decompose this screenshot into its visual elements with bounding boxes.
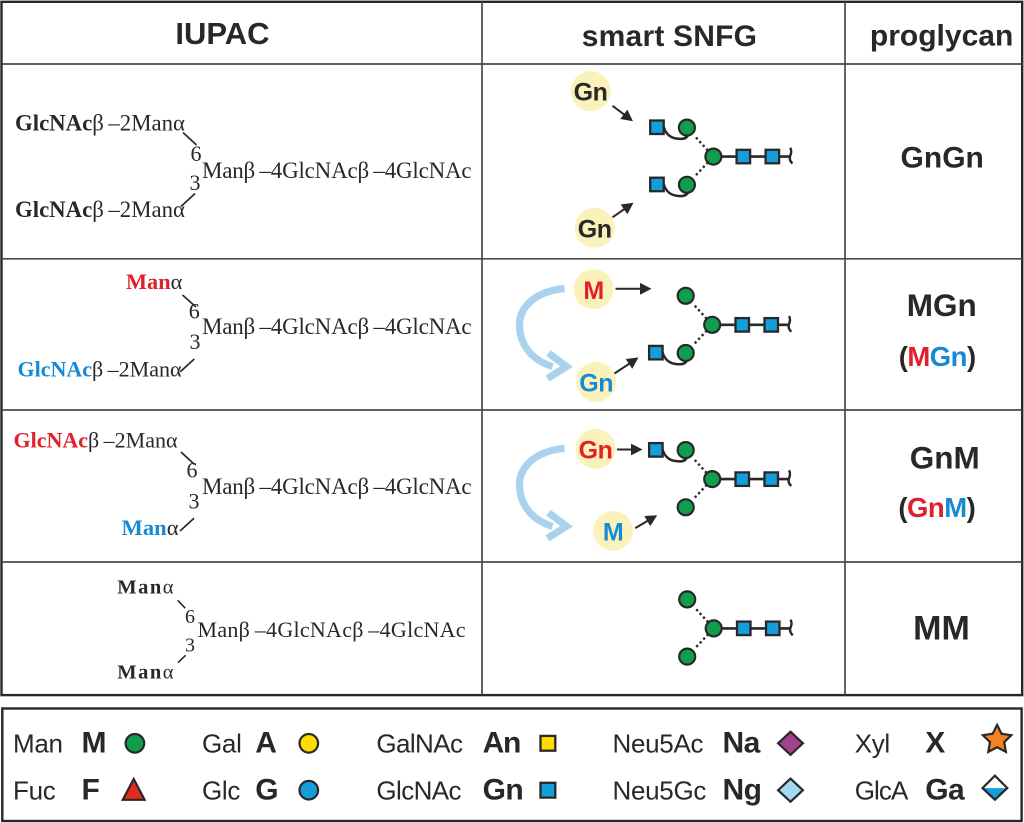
svg-text:smart SNFG: smart SNFG bbox=[582, 20, 757, 53]
svg-text:Manβ –4GlcNAcβ –4GlcNAc: Manβ –4GlcNAcβ –4GlcNAc bbox=[202, 314, 471, 339]
svg-text:Manα: Manα bbox=[122, 515, 179, 540]
svg-text:GlcNAcβ –2Manα: GlcNAcβ –2Manα bbox=[18, 357, 182, 382]
svg-text:Neu5Gc: Neu5Gc bbox=[613, 776, 707, 806]
svg-text:A: A bbox=[255, 727, 277, 760]
svg-text:X: X bbox=[925, 727, 945, 760]
svg-text:Gn: Gn bbox=[574, 79, 608, 107]
svg-text:M: M bbox=[82, 727, 107, 760]
svg-text:Ng: Ng bbox=[723, 774, 762, 807]
svg-text:Manβ –4GlcNAcβ –4GlcNAc: Manβ –4GlcNAcβ –4GlcNAc bbox=[202, 158, 471, 183]
svg-text:3: 3 bbox=[185, 635, 195, 657]
svg-text:Gn: Gn bbox=[483, 774, 524, 807]
svg-text:GlcNAc: GlcNAc bbox=[376, 776, 461, 806]
svg-text:IUPAC: IUPAC bbox=[175, 16, 269, 51]
svg-text:Ga: Ga bbox=[925, 774, 965, 807]
svg-text:GlcA: GlcA bbox=[855, 776, 909, 806]
svg-text:Manβ –4GlcNAcβ –4GlcNAc: Manβ –4GlcNAcβ –4GlcNAc bbox=[198, 617, 466, 642]
svg-text:Gn: Gn bbox=[579, 436, 613, 464]
svg-text:Neu5Ac: Neu5Ac bbox=[613, 729, 704, 759]
svg-text:6: 6 bbox=[189, 299, 200, 324]
svg-text:Glc: Glc bbox=[202, 776, 240, 806]
svg-text:GnGn: GnGn bbox=[901, 141, 984, 174]
svg-text:Gn: Gn bbox=[579, 370, 613, 398]
svg-text:GlcNAcβ –2Manα: GlcNAcβ –2Manα bbox=[15, 110, 185, 135]
svg-text:G: G bbox=[255, 774, 278, 807]
svg-text:MGn: MGn bbox=[907, 287, 977, 323]
svg-text:Manα: Manα bbox=[117, 662, 175, 684]
svg-text:Na: Na bbox=[723, 727, 761, 760]
svg-text:proglycan: proglycan bbox=[870, 20, 1013, 53]
svg-text:M: M bbox=[583, 277, 603, 305]
svg-text:3: 3 bbox=[190, 170, 201, 195]
svg-text:F: F bbox=[82, 774, 100, 807]
svg-text:GlcNAcβ –2Manα: GlcNAcβ –2Manα bbox=[14, 428, 178, 453]
svg-text:(GnM): (GnM) bbox=[898, 492, 975, 523]
svg-text:Gn: Gn bbox=[578, 215, 612, 243]
svg-text:M: M bbox=[603, 519, 623, 547]
svg-text:Fuc: Fuc bbox=[13, 776, 56, 806]
svg-text:Man: Man bbox=[13, 729, 63, 759]
svg-text:MM: MM bbox=[913, 610, 970, 648]
svg-text:Manα: Manα bbox=[126, 269, 183, 294]
svg-text:An: An bbox=[483, 727, 521, 760]
svg-text:6: 6 bbox=[187, 457, 198, 482]
svg-text:3: 3 bbox=[189, 489, 200, 514]
svg-text:Manβ –4GlcNAcβ –4GlcNAc: Manβ –4GlcNAcβ –4GlcNAc bbox=[202, 474, 471, 499]
svg-text:GnM: GnM bbox=[910, 440, 980, 476]
svg-text:Manα: Manα bbox=[117, 577, 175, 599]
svg-text:Gal: Gal bbox=[202, 729, 242, 759]
svg-text:3: 3 bbox=[190, 329, 201, 354]
svg-text:6: 6 bbox=[185, 606, 195, 628]
svg-text:(MGn): (MGn) bbox=[899, 341, 976, 372]
svg-text:GalNAc: GalNAc bbox=[376, 729, 463, 759]
svg-text:Xyl: Xyl bbox=[855, 729, 890, 759]
svg-text:GlcNAcβ –2Manα: GlcNAcβ –2Manα bbox=[15, 197, 185, 222]
svg-text:6: 6 bbox=[191, 141, 202, 166]
